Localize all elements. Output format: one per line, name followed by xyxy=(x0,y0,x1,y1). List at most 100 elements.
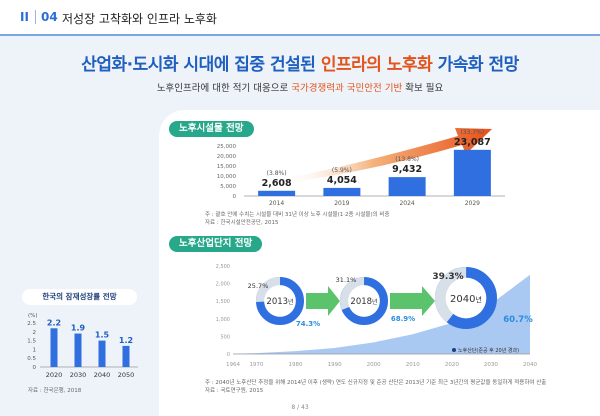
chart1-bar xyxy=(453,149,491,196)
legend-dot-icon xyxy=(452,348,456,352)
chart2-ytick: 0 xyxy=(227,352,230,358)
donut-year-suffix: 년 xyxy=(476,295,482,304)
donut-year-label: 2018년 xyxy=(350,297,377,307)
chart3-xtick: 2040 xyxy=(94,371,111,379)
chart1-ytick: 20,000 xyxy=(217,154,237,160)
chart3-ytick: 1 xyxy=(33,347,37,353)
chart2-xtick: 2000 xyxy=(367,362,381,368)
chart2-xtick: 2040 xyxy=(523,362,537,368)
header-separator xyxy=(35,10,36,24)
chart3-bar xyxy=(122,345,130,367)
chart1-bar xyxy=(323,187,361,196)
chart3-ylabel: (%) xyxy=(28,313,38,319)
header-divider xyxy=(0,34,600,36)
donut-center xyxy=(264,285,296,317)
chart3-value-label: 1.2 xyxy=(119,336,133,345)
subtitle-part1: 노후인프라에 대한 적기 대응으로 xyxy=(156,83,292,94)
chart2-xtick: 1980 xyxy=(289,362,303,368)
chart2-xtick: 1990 xyxy=(328,362,342,368)
chart2-arrow2 xyxy=(390,286,435,316)
donut-year-label: 2013년 xyxy=(266,297,293,307)
chart2-xtick: 1964 xyxy=(226,362,240,368)
chart3-source: 자료 : 한국은행, 2018 xyxy=(28,388,82,394)
chart1-value-label: 23,087 xyxy=(454,137,491,148)
page-title-part3: 가속화 전망 xyxy=(432,55,520,75)
top-header-bar xyxy=(0,0,600,36)
chart2-xtick: 2020 xyxy=(445,362,459,368)
chart3-bar xyxy=(50,328,58,367)
chart3-ytick: 0 xyxy=(33,365,37,371)
donut-center xyxy=(445,277,487,319)
chart2-title: 노후산업단지 전망 xyxy=(169,236,263,252)
chart2-ytick: 1,000 xyxy=(216,317,230,323)
subtitle-highlight: 국가경쟁력과 국민안전 기반 xyxy=(291,83,403,94)
chart2-legend: 노후산단(준공 후 20년 경과) xyxy=(458,347,519,354)
chart2-xtick: 2030 xyxy=(484,362,498,368)
chart1-note: 주 : 괄호 안에 수치는 시설물 대비 31년 이상 노후 시설물(1·2종 … xyxy=(205,212,390,218)
page-title-highlight: 인프라의 노후화 xyxy=(320,55,433,75)
chart1-xtick: 2029 xyxy=(465,200,480,207)
page-title-part1: 산업화·도시화 시대에 집중 건설된 xyxy=(81,55,321,75)
chart1-pct-label: (5.9%) xyxy=(332,167,352,174)
chart2-xtick: 1970 xyxy=(249,362,263,368)
chart1-ytick: 0 xyxy=(233,194,237,200)
chart1-ytick: 10,000 xyxy=(217,174,237,180)
chart3-value-label: 1.5 xyxy=(95,331,110,340)
subtitle-part3: 확보 필요 xyxy=(402,83,444,94)
chart3-growth-rate-chart: (%) 2.5 2 1.5 1 0.5 0 2.2 2020 1.9 2030 1.5 2040 1.2 2… xyxy=(27,313,138,379)
chart1-xtick: 2014 xyxy=(269,200,284,207)
chart1-value-label: 4,054 xyxy=(327,175,357,186)
chart3-ytick: 1.5 xyxy=(27,339,36,345)
chart2-ytick: 1,500 xyxy=(216,299,230,305)
donut-center xyxy=(348,285,380,317)
section-roman: II xyxy=(20,10,29,24)
chart3-ytick: 2.5 xyxy=(27,321,36,327)
chart1-xtick: 2019 xyxy=(334,200,349,207)
chart3-value-label: 2.2 xyxy=(47,318,61,327)
chart2-arrow1 xyxy=(306,286,340,316)
chart2-ytick: 2,000 xyxy=(216,282,230,288)
chart3-bar xyxy=(74,333,82,367)
chart2-area xyxy=(233,274,530,354)
chart3-xtick: 2050 xyxy=(118,371,135,379)
chart2-xtick: 2010 xyxy=(406,362,420,368)
chart3-bar xyxy=(98,340,106,367)
chart3-value-label: 1.9 xyxy=(71,324,86,333)
section-title: 저성장 고착화와 인프라 노후화 xyxy=(62,12,217,26)
chart3-xtick: 2020 xyxy=(46,371,63,379)
growth-arrow-icon xyxy=(278,128,492,184)
chart1-title: 노후시설물 전망 xyxy=(169,121,254,137)
donut-year-suffix: 년 xyxy=(288,298,294,306)
donut2-old-pct: 31.1% xyxy=(336,276,357,284)
chart1-ytick: 25,000 xyxy=(217,144,237,150)
chart2-ytick: 2,500 xyxy=(216,264,230,270)
chart3-title: 한국의 잠재성장률 전망 xyxy=(22,289,137,305)
chart1-bar xyxy=(388,177,426,196)
donut2-new-pct: 68.9% xyxy=(391,315,415,323)
donut-year-label: 2040년 xyxy=(450,294,482,305)
donut1-new-pct: 74.3% xyxy=(296,320,320,328)
chart1-ytick: 15,000 xyxy=(217,164,237,170)
donut3-old-pct: 39.3% xyxy=(432,272,463,282)
chart1-pct-label: (13.8%) xyxy=(395,156,419,163)
chart1-value-label: 9,432 xyxy=(392,164,422,175)
page-number: 8 / 43 xyxy=(291,404,309,411)
donut3-new-pct: 60.7% xyxy=(503,315,533,325)
donut-old-segment xyxy=(434,267,497,330)
page-subtitle: 노후인프라에 대한 적기 대응으로 국가경쟁력과 국민안전 기반 확보 필요 xyxy=(0,80,600,94)
chart2-note: 주 : 2040년 노후산단 추정을 위해 2014년 이후 (생략) 연도 신… xyxy=(205,380,547,386)
chart3-xtick: 2030 xyxy=(70,371,87,379)
chart2-source: 자료 : 국토연구원, 2015 xyxy=(205,388,264,394)
chart1-xtick: 2024 xyxy=(399,200,414,207)
section-number: 04 xyxy=(41,10,58,24)
chart1-value-label: 2,608 xyxy=(262,178,292,189)
chart3-ytick: 2 xyxy=(33,330,37,336)
chart2-industrial-complex-chart: 2,500 2,000 1,500 1,000 500 0 1964 1970 1980 1990… xyxy=(216,264,538,368)
page-title: 산업화·도시화 시대에 집중 건설된 인프라의 노후화 가속화 전망 xyxy=(0,50,600,75)
chart3-ytick: 0.5 xyxy=(27,356,36,362)
donut1-old-pct: 25.7% xyxy=(248,282,269,290)
chart1-pct-label: (3.8%) xyxy=(267,170,287,177)
chart1-facility-bar-chart: 25,000 20,000 15,000 10,000 5,000 0 2,608(3.8%… xyxy=(217,128,505,207)
chart2-ytick: 500 xyxy=(220,334,230,340)
chart1-ytick: 5,000 xyxy=(220,184,236,190)
